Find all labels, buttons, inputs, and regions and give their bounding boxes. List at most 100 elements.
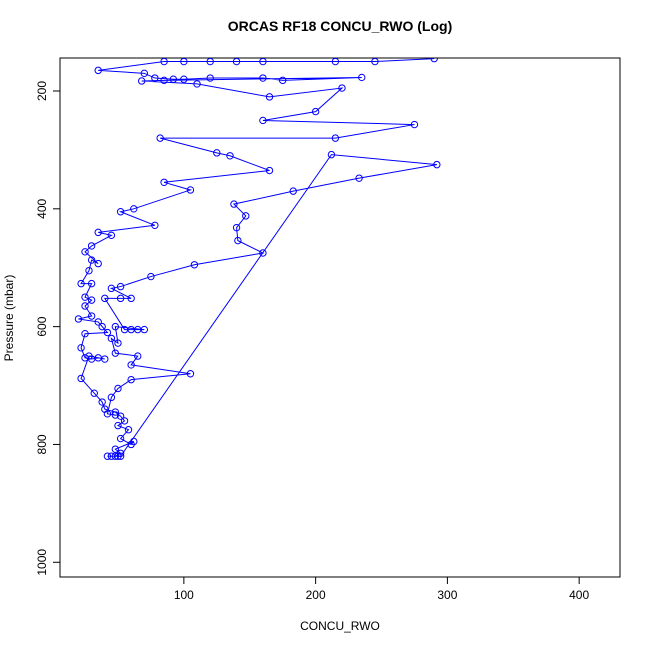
data-point: [213, 149, 221, 157]
y-tick-label: 800: [35, 434, 49, 454]
data-point: [265, 93, 274, 101]
data-point: [87, 279, 96, 288]
data-point: [140, 325, 149, 334]
x-tick-label: 200: [306, 588, 326, 602]
y-tick-label: 200: [35, 81, 49, 101]
data-point: [116, 294, 125, 303]
data-point: [98, 322, 106, 331]
data-point: [85, 352, 93, 360]
data-point: [130, 437, 138, 446]
data-point: [101, 355, 109, 363]
data-point: [98, 398, 106, 406]
chart-title: ORCAS RF18 CONCU_RWO (Log): [228, 18, 453, 34]
data-point: [114, 452, 122, 460]
data-point: [87, 312, 96, 320]
data-point: [114, 384, 122, 393]
data-point: [140, 69, 149, 78]
data-point: [107, 231, 116, 240]
data-point: [232, 223, 241, 232]
data-point: [331, 134, 340, 142]
y-axis-label: Pressure (mbar): [2, 275, 16, 362]
data-point: [94, 259, 102, 268]
data-point: [430, 58, 438, 63]
data-point: [206, 58, 214, 66]
data-point: [94, 228, 102, 237]
data-point: [116, 282, 125, 291]
data-point: [81, 248, 89, 256]
data-point: [232, 58, 241, 66]
data-point: [180, 58, 188, 66]
data-point: [234, 236, 242, 245]
data-point: [114, 421, 122, 430]
data-point: [124, 426, 133, 434]
data-point: [160, 76, 168, 85]
data-point: [114, 339, 122, 347]
data-point: [265, 166, 274, 175]
data-point: [74, 315, 83, 323]
data-point: [81, 330, 89, 338]
data-point: [169, 75, 178, 83]
data-point: [127, 361, 135, 369]
data-point: [103, 452, 112, 460]
x-axis-label: CONCU_RWO: [300, 619, 380, 633]
data-point: [147, 272, 155, 281]
data-point: [116, 412, 125, 420]
data-point: [156, 134, 164, 142]
data-point: [94, 66, 102, 75]
data-point: [180, 75, 188, 83]
data-point: [259, 249, 267, 257]
y-tick-label: 1000: [35, 549, 49, 576]
data-point: [111, 411, 120, 419]
data-point: [151, 221, 159, 230]
data-point: [151, 74, 159, 82]
data-point: [116, 434, 125, 443]
x-tick-label: 300: [437, 588, 457, 602]
data-point: [77, 279, 85, 288]
data-point: [160, 58, 168, 66]
data-point: [127, 375, 135, 384]
data-point: [111, 452, 120, 460]
data-point: [230, 200, 238, 208]
data-point: [127, 294, 135, 303]
data-point: [107, 284, 116, 293]
data-point: [87, 296, 96, 304]
data-point: [338, 84, 346, 92]
data-point: [111, 349, 120, 357]
data-point: [311, 107, 320, 116]
data-point: [259, 58, 267, 66]
data-point: [111, 322, 120, 331]
data-point: [107, 334, 116, 343]
data-point: [134, 352, 142, 360]
data-point: [81, 302, 89, 310]
data-point: [116, 452, 125, 460]
data-point: [289, 187, 297, 195]
data-point: [186, 370, 195, 378]
y-tick-label: 400: [35, 198, 49, 218]
plot-frame: [59, 57, 621, 578]
data-point: [85, 266, 93, 275]
data-point: [94, 318, 102, 326]
data-point: [103, 410, 112, 418]
x-tick-label: 100: [174, 588, 194, 602]
data-point: [77, 374, 85, 383]
data-point: [77, 344, 85, 352]
data-point: [327, 150, 336, 159]
data-point: [81, 293, 89, 301]
data-point: [111, 408, 120, 416]
data-point: [160, 178, 168, 187]
data-line: [78, 58, 437, 457]
data-point: [226, 152, 234, 160]
data-point: [433, 160, 441, 169]
data-point: [130, 205, 138, 213]
y-tick-label: 600: [35, 316, 49, 336]
data-point: [259, 116, 267, 125]
data-point: [87, 256, 96, 264]
data-point: [278, 76, 287, 85]
plot-area: [74, 58, 441, 460]
data-point: [101, 294, 109, 303]
data-point: [120, 417, 129, 425]
data-point: [103, 328, 112, 337]
data-point: [116, 208, 125, 216]
data-point: [331, 58, 340, 66]
data-point: [259, 74, 267, 82]
